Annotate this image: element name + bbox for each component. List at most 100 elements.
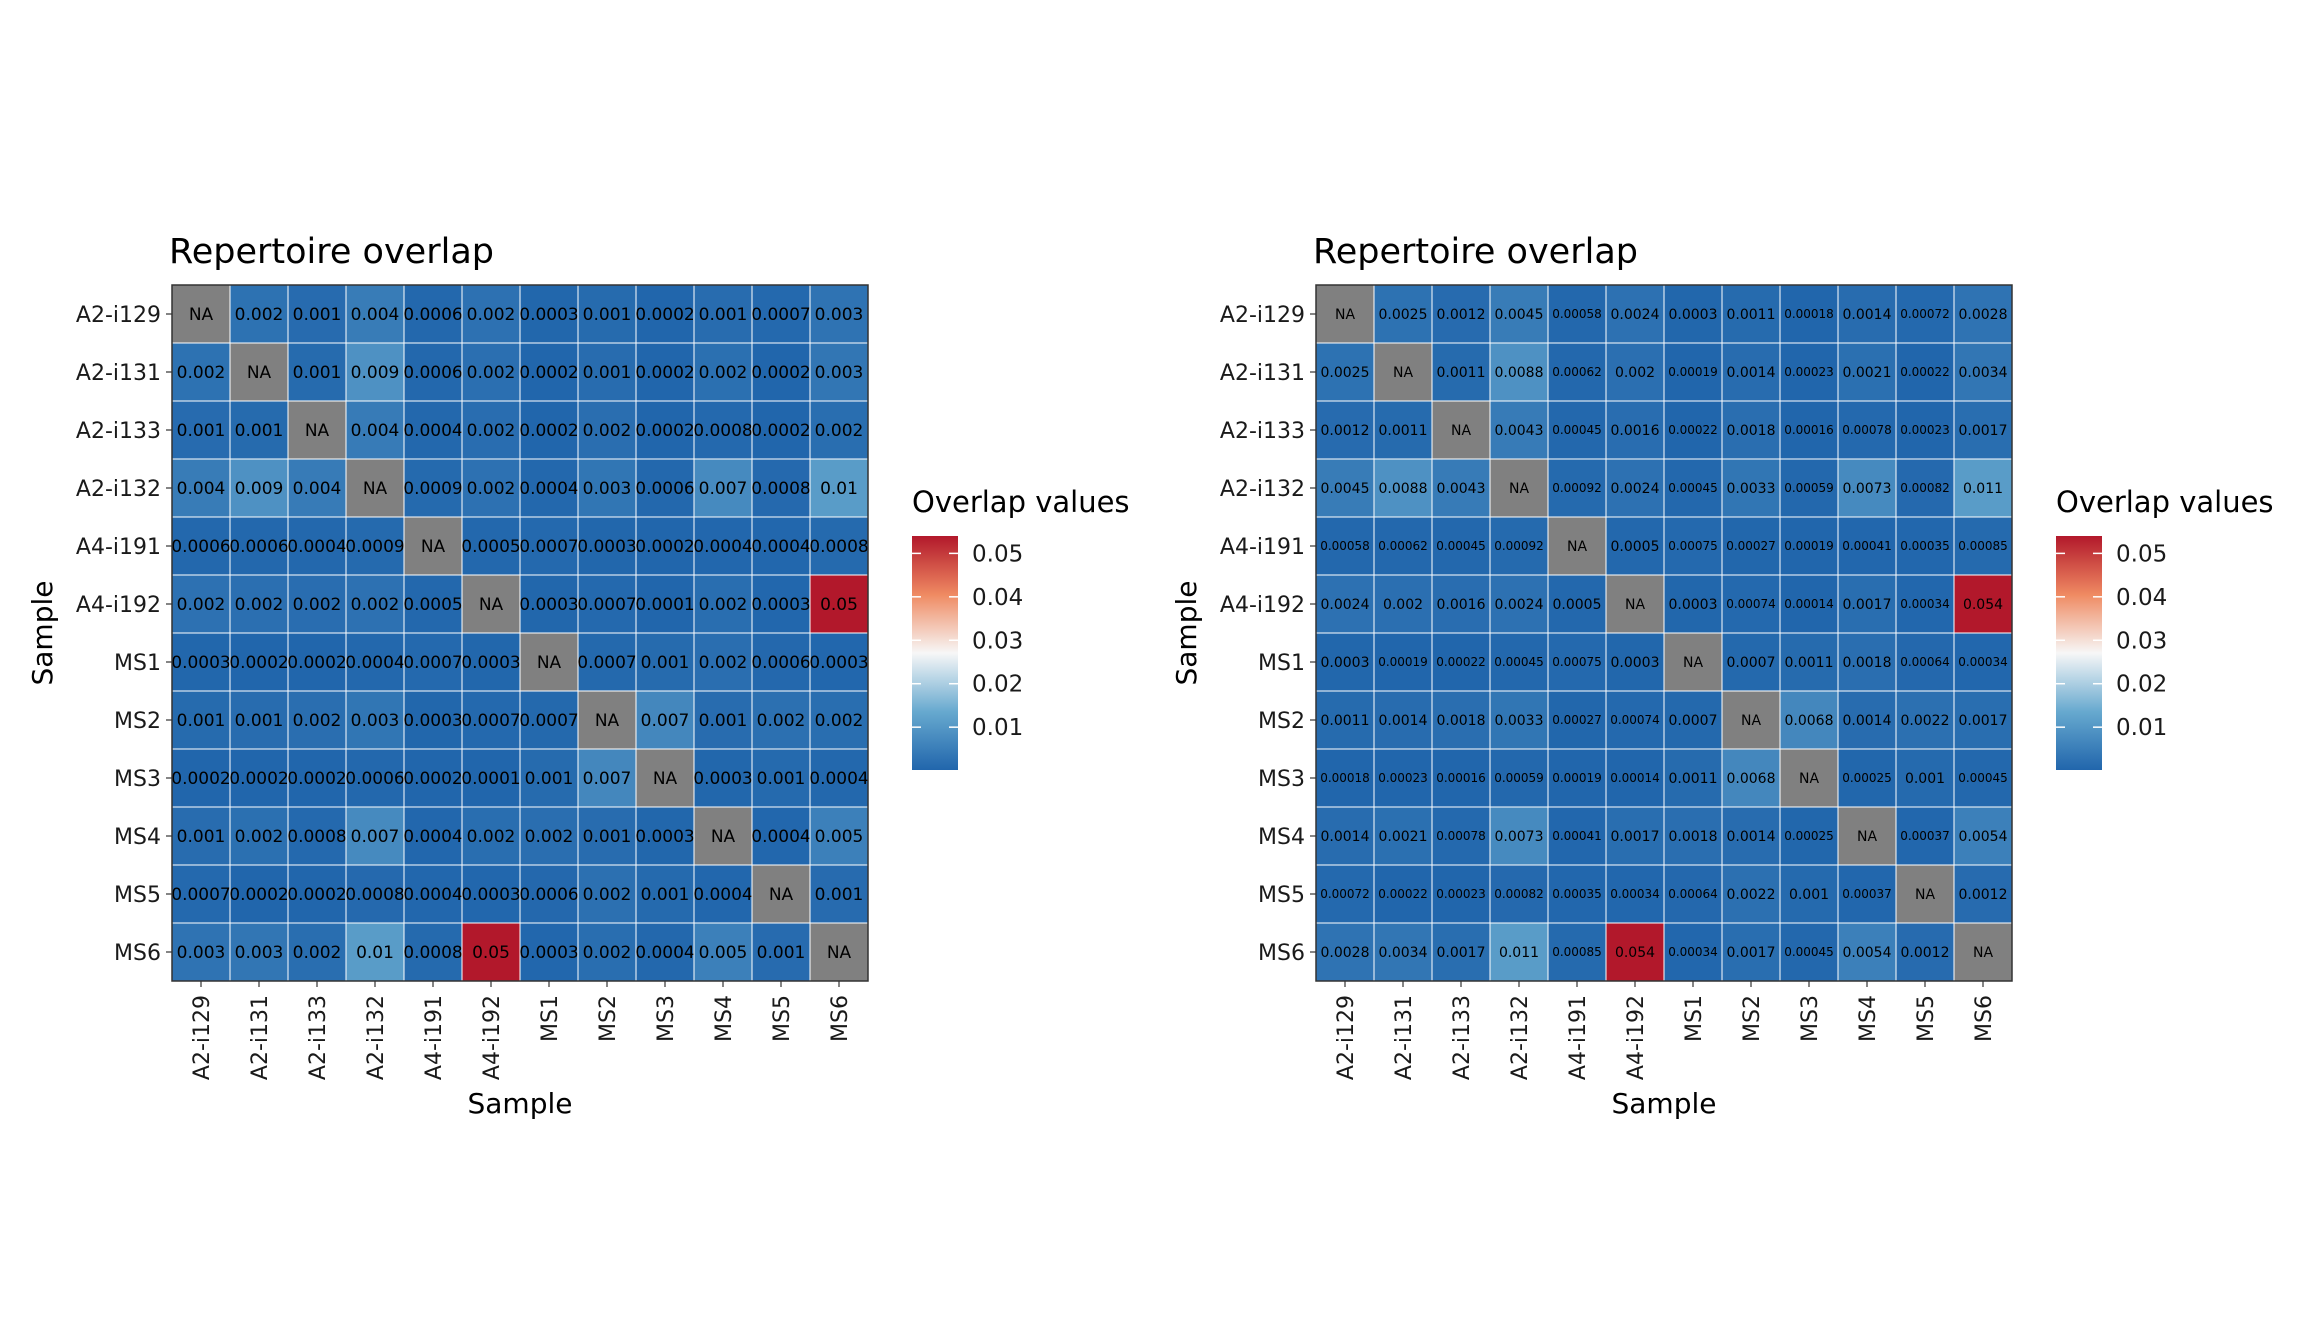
cell-label: 0.0021 bbox=[1379, 829, 1428, 845]
cell-label: 0.001 bbox=[757, 769, 806, 789]
cell-label: 0.00022 bbox=[1378, 887, 1428, 901]
cell-label: 0.00019 bbox=[1552, 771, 1602, 785]
cell-label: 0.0003 bbox=[693, 769, 752, 789]
cell-label: 0.0002 bbox=[635, 421, 694, 441]
cell-label: 0.0002 bbox=[287, 769, 346, 789]
y-tick-label: MS1 bbox=[1258, 651, 1305, 676]
cell-label: 0.00016 bbox=[1784, 423, 1834, 437]
cell-label: 0.002 bbox=[235, 827, 284, 847]
heatmap-cell bbox=[1837, 342, 1897, 402]
cell-label: 0.0007 bbox=[751, 305, 810, 325]
cell-label: 0.0014 bbox=[1321, 829, 1370, 845]
cell-label: 0.002 bbox=[467, 363, 516, 383]
x-tick-label: MS4 bbox=[712, 995, 737, 1042]
x-tick-label: A2-i131 bbox=[1392, 995, 1417, 1080]
legend-tick-label: 0.05 bbox=[2116, 541, 2167, 567]
cell-label: 0.00022 bbox=[1436, 655, 1486, 669]
cell-label: 0.0005 bbox=[1611, 539, 1660, 555]
heatmap-cell bbox=[1779, 748, 1839, 808]
heatmap-cell bbox=[345, 458, 405, 518]
cell-label: NA bbox=[711, 827, 736, 847]
heatmap-cell bbox=[1547, 284, 1607, 344]
y-tick-label: MS6 bbox=[1258, 941, 1305, 966]
cell-label: 0.00041 bbox=[1842, 539, 1892, 553]
cell-label: 0.00023 bbox=[1784, 365, 1834, 379]
cell-label: NA bbox=[1625, 597, 1645, 613]
heatmap-panel-right: Repertoire overlap NA 0.0025 0.0012 0.0045 0.… bbox=[1170, 232, 2274, 1120]
cell-label: 0.0003 bbox=[1669, 307, 1718, 323]
cell-label: 0.05 bbox=[820, 595, 858, 615]
heatmap-cell bbox=[1779, 922, 1839, 982]
x-tick-label: A4-i192 bbox=[480, 995, 505, 1080]
legend-colorbar bbox=[2056, 536, 2102, 770]
heatmap-cell bbox=[809, 400, 869, 460]
cell-label: 0.0007 bbox=[403, 653, 462, 673]
cell-label: 0.0001 bbox=[461, 769, 520, 789]
cell-label: 0.0073 bbox=[1495, 829, 1544, 845]
heatmap-cell bbox=[809, 342, 869, 402]
cell-label: 0.0008 bbox=[751, 479, 810, 499]
heatmap-cell bbox=[751, 806, 811, 866]
heatmap-cell bbox=[635, 284, 695, 344]
cell-label: 0.00023 bbox=[1900, 423, 1950, 437]
cell-label: 0.0007 bbox=[577, 653, 636, 673]
cell-label: NA bbox=[595, 711, 620, 731]
cell-label: 0.001 bbox=[583, 305, 632, 325]
heatmap-cell bbox=[287, 806, 347, 866]
y-tick-label: A2-i132 bbox=[76, 477, 161, 502]
cell-label: 0.0007 bbox=[1669, 713, 1718, 729]
y-tick-label: MS4 bbox=[1258, 825, 1305, 850]
cell-label: 0.00025 bbox=[1784, 829, 1834, 843]
x-tick-label: A2-i132 bbox=[364, 995, 389, 1080]
cell-label: 0.001 bbox=[525, 769, 574, 789]
cell-label: 0.0003 bbox=[751, 595, 810, 615]
cell-label: 0.001 bbox=[293, 363, 342, 383]
panel-border bbox=[1315, 284, 2013, 982]
cell-label: NA bbox=[363, 479, 388, 499]
cell-label: 0.0009 bbox=[345, 537, 404, 557]
y-tick-label: A4-i192 bbox=[76, 593, 161, 618]
cell-label: 0.002 bbox=[467, 305, 516, 325]
y-tick-label: A4-i191 bbox=[76, 535, 161, 560]
cell-label: 0.0018 bbox=[1843, 655, 1892, 671]
cell-label: 0.00064 bbox=[1668, 887, 1718, 901]
heatmap-cell bbox=[1953, 922, 2013, 982]
heatmap-cell bbox=[577, 748, 637, 808]
cell-label: NA bbox=[1857, 829, 1877, 845]
heatmap-cell bbox=[1373, 458, 1433, 518]
y-tick-label: MS6 bbox=[114, 941, 161, 966]
heatmap-cell bbox=[577, 690, 637, 750]
cell-label: 0.0045 bbox=[1321, 481, 1370, 497]
heatmap-cell bbox=[1663, 690, 1723, 750]
heatmap-cell bbox=[1895, 864, 1955, 924]
heatmap-cell bbox=[577, 458, 637, 518]
cell-label: 0.00045 bbox=[1958, 771, 2008, 785]
cell-label: 0.0005 bbox=[461, 537, 520, 557]
heatmap-cell bbox=[1315, 864, 1375, 924]
cell-label: 0.0017 bbox=[1727, 945, 1776, 961]
legend-tick-label: 0.04 bbox=[2116, 585, 2167, 611]
cell-label: 0.001 bbox=[177, 711, 226, 731]
cell-label: 0.002 bbox=[757, 711, 806, 731]
cell-label: 0.01 bbox=[820, 479, 858, 499]
cell-label: 0.0016 bbox=[1437, 597, 1486, 613]
cell-label: 0.00027 bbox=[1552, 713, 1602, 727]
y-tick-label: A2-i129 bbox=[76, 303, 161, 328]
heatmap-cell bbox=[1895, 400, 1955, 460]
legend-tick-label: 0.02 bbox=[972, 672, 1023, 698]
heatmap-cell bbox=[345, 690, 405, 750]
cell-label: 0.002 bbox=[699, 595, 748, 615]
heatmap-cell bbox=[1605, 342, 1665, 402]
cell-label: 0.00058 bbox=[1552, 307, 1602, 321]
cell-label: 0.0004 bbox=[751, 537, 810, 557]
cell-label: 0.0002 bbox=[229, 769, 288, 789]
heatmap-cell bbox=[1895, 574, 1955, 634]
x-tick-label: MS3 bbox=[1798, 995, 1823, 1042]
cell-label: NA bbox=[827, 943, 852, 963]
heatmap-cell bbox=[1663, 922, 1723, 982]
cell-label: 0.002 bbox=[467, 827, 516, 847]
heatmap-cell bbox=[809, 574, 869, 634]
x-tick-label: A2-i133 bbox=[1450, 995, 1475, 1080]
heatmap-cell bbox=[1895, 516, 1955, 576]
cell-label: 0.0004 bbox=[403, 885, 462, 905]
